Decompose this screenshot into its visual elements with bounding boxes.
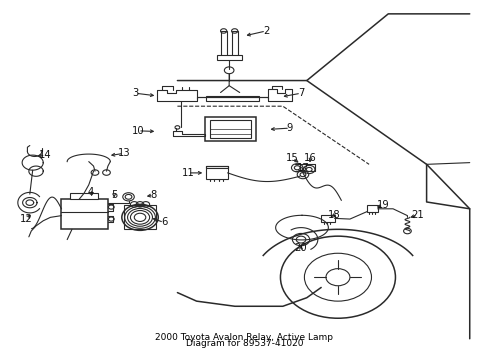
Text: Diagram for 89537-41020: Diagram for 89537-41020 — [185, 339, 303, 348]
Text: 13: 13 — [117, 148, 130, 158]
Text: 16: 16 — [304, 153, 316, 163]
Bar — [123, 205, 156, 229]
Bar — [69, 193, 98, 199]
Text: 8: 8 — [150, 190, 156, 200]
Text: 12: 12 — [20, 214, 33, 224]
Bar — [209, 120, 250, 138]
Text: 9: 9 — [286, 123, 293, 133]
Text: 17: 17 — [296, 163, 309, 173]
Text: 15: 15 — [285, 153, 298, 163]
Bar — [206, 166, 227, 179]
Text: 21: 21 — [411, 210, 424, 220]
Text: 2: 2 — [263, 26, 269, 36]
Text: 2000 Toyota Avalon Relay, Active Lamp: 2000 Toyota Avalon Relay, Active Lamp — [155, 333, 333, 342]
Text: 19: 19 — [376, 201, 389, 210]
Bar — [231, 31, 237, 57]
Text: 11: 11 — [181, 168, 194, 178]
Text: 3: 3 — [132, 88, 138, 98]
Bar — [206, 96, 258, 101]
Bar — [216, 55, 241, 60]
Text: 18: 18 — [327, 210, 340, 220]
Text: 10: 10 — [132, 126, 144, 136]
Bar — [366, 205, 377, 212]
Bar — [61, 199, 108, 229]
Bar — [220, 31, 226, 57]
Text: 4: 4 — [87, 188, 93, 197]
Text: 7: 7 — [297, 88, 304, 98]
Bar — [321, 215, 334, 222]
Text: 20: 20 — [294, 243, 307, 253]
Text: 6: 6 — [161, 217, 167, 228]
Text: 5: 5 — [111, 190, 117, 200]
Bar — [205, 117, 255, 141]
Text: 14: 14 — [39, 150, 52, 161]
